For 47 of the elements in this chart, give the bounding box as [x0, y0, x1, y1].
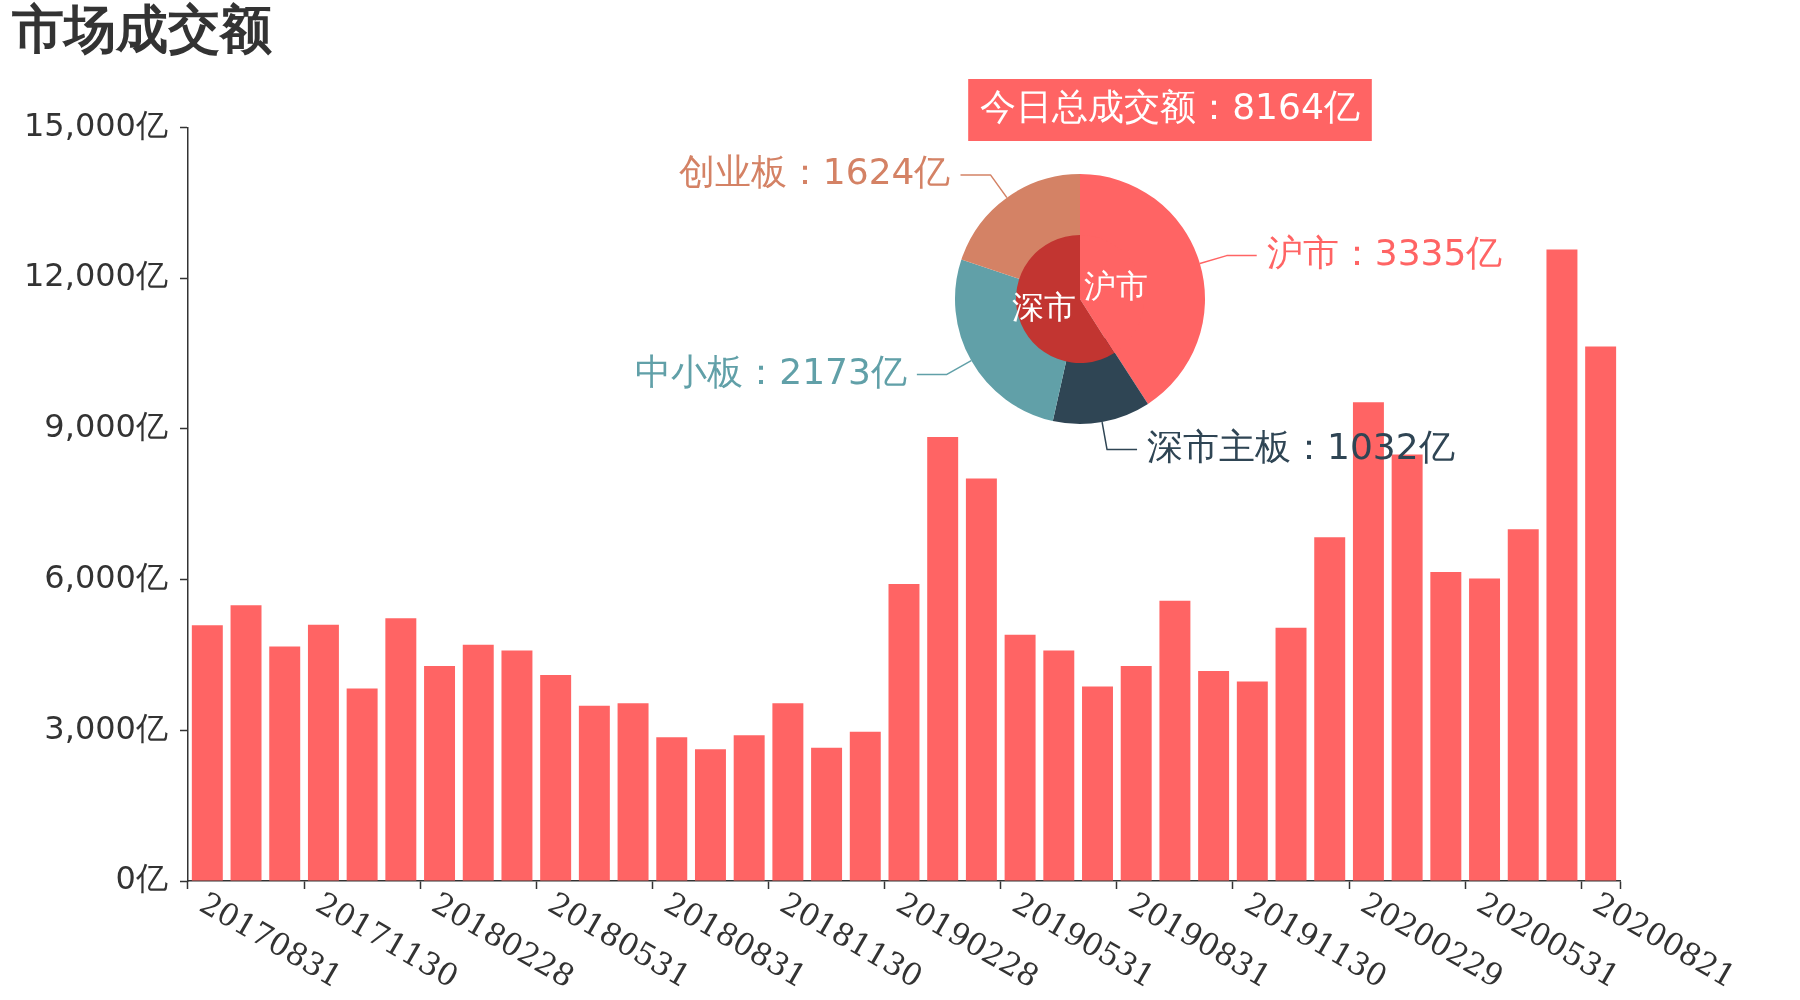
slice-label: 沪市：3335亿 [1266, 231, 1503, 273]
bar [385, 618, 417, 881]
bar [694, 749, 726, 881]
bar [1120, 665, 1152, 881]
slice-label: 创业板：1624亿 [678, 151, 951, 193]
bar [849, 731, 881, 881]
bar [1159, 600, 1191, 881]
y-tick-label: 3,000亿 [44, 708, 168, 747]
bar [965, 478, 997, 881]
chart-title: 今日总成交额：8164亿 [980, 86, 1360, 128]
slice-label: 中小板：2173亿 [635, 350, 907, 392]
bar [811, 747, 843, 881]
bar [1546, 249, 1578, 881]
bar [1275, 627, 1307, 881]
bar [927, 436, 959, 881]
bar [1314, 537, 1346, 881]
slice-label: 沪市 [1083, 266, 1148, 305]
bar [888, 584, 920, 881]
bar [733, 735, 765, 881]
bar [1585, 346, 1617, 881]
bar [501, 650, 533, 881]
bar [191, 625, 223, 881]
bar [424, 665, 456, 881]
y-tick-label: 12,000亿 [24, 256, 168, 295]
y-tick-label: 15,000亿 [24, 105, 168, 144]
chart-title: 市场成交额 [11, 0, 272, 59]
y-tick-label: 6,000亿 [44, 557, 168, 596]
bar [462, 644, 494, 881]
bar [1430, 572, 1462, 881]
y-tick-label: 9,000亿 [44, 407, 168, 446]
bar [656, 737, 688, 881]
y-tick-label: 0亿 [115, 859, 168, 898]
bar [1043, 650, 1075, 881]
bar [1198, 671, 1230, 881]
bar [230, 605, 262, 881]
bar [1082, 686, 1113, 881]
bar [617, 703, 649, 881]
bar [1236, 681, 1268, 881]
bar [346, 688, 378, 881]
bar [1507, 529, 1539, 881]
bar [269, 646, 301, 881]
bar [1469, 578, 1501, 881]
bar [578, 705, 610, 881]
bar [772, 703, 804, 881]
bar [307, 624, 339, 881]
bar [540, 675, 572, 881]
bar [1004, 634, 1036, 881]
